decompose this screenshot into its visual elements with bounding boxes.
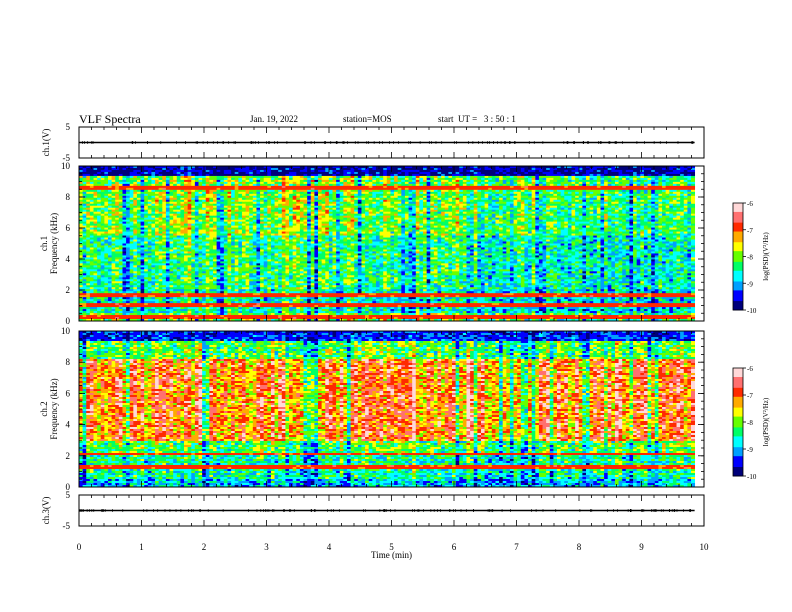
time-tick-label: 1: [139, 542, 144, 552]
ch2-spectrogram-ylabel: ch.2Frequency (kHz): [39, 378, 59, 439]
ch2-spectrogram-cells: [79, 331, 695, 487]
ch2-spectrogram-colorbar-tick-label: -9: [747, 446, 753, 454]
ch2-spectrogram-colorbar-tick-label: -7: [747, 392, 753, 400]
ch1-spectrogram-colorbar-label: log(PSD)(V²/Hz): [762, 232, 770, 281]
ch1-spectrogram-colorbar-tick-label: -8: [747, 254, 753, 262]
ch1-spectrogram-colorbar: -6 -7 -8 -9 -10 log(PSD)(V²/Hz): [733, 200, 770, 315]
ch3-waveform-ytick-label: -5: [63, 521, 71, 531]
ch1-waveform-panel: 5-5ch.1(V): [41, 122, 704, 163]
ch3-waveform-ylabel: ch.3(V): [41, 497, 51, 525]
ch3-waveform-ytick-label: 5: [66, 490, 71, 500]
ch1-waveform-ytick-label: 5: [66, 122, 71, 132]
time-tick-label: 9: [639, 542, 644, 552]
ch3-waveform-panel: 5 -5 ch.3(V): [41, 490, 704, 531]
time-tick-label: 4: [327, 542, 332, 552]
ch2-spectrogram-colorbar-tick-label: -10: [747, 473, 757, 481]
ch2-spectrogram-ytick-label: 10: [61, 326, 71, 336]
time-tick-label: 7: [514, 542, 519, 552]
ch1-spectrogram-ytick-label: 4: [66, 254, 71, 264]
time-tick-label: 0: [77, 542, 82, 552]
ch2-spectrogram-ytick-label: 8: [66, 357, 71, 367]
ch1-spectrogram-ytick-label: 6: [66, 223, 71, 233]
ch2-spectrogram-colorbar: -6 -7 -8 -9 -10 log(PSD)(V²/Hz): [733, 365, 770, 481]
ch1-spectrogram-ytick-label: 10: [61, 161, 71, 171]
time-tick-label: 2: [202, 542, 207, 552]
ch1-spectrogram-colorbar-tick-label: -9: [747, 280, 753, 288]
ch1-waveform-ylabel: ch.1(V): [41, 129, 51, 157]
ch2-spectrogram-colorbar-tick-label: -6: [747, 365, 753, 373]
ch2-spectrogram-ytick-label: 2: [66, 451, 71, 461]
ch1-spectrogram-cells: [79, 166, 695, 321]
ch2-spectrogram-ytick-label: 6: [66, 388, 71, 398]
ch1-spectrogram-colorbar-tick-label: -7: [747, 227, 753, 235]
ch1-spectrogram-ytick-label: 0: [66, 316, 71, 326]
ch2-spectrogram-colorbar-label: log(PSD)(V²/Hz): [762, 397, 770, 446]
time-tick-label: 8: [577, 542, 582, 552]
ch1-spectrogram-colorbar-tick-label: -10: [747, 307, 757, 315]
ch1-spectrogram-panel: 0 2 4 6 8 10 ch.1Frequency (kHz) -6 -7 -8 -9 -10 log…: [39, 161, 770, 326]
ch2-spectrogram-ytick-label: 4: [66, 420, 71, 430]
time-axis-label: Time (min): [371, 550, 412, 560]
ch1-spectrogram-colorbar-tick-label: -6: [747, 200, 753, 208]
ch2-spectrogram-colorbar-tick-label: -8: [747, 419, 753, 427]
time-tick-label: 10: [700, 542, 710, 552]
ch1-spectrogram-ytick-label: 2: [66, 285, 71, 295]
time-tick-label: 3: [264, 542, 269, 552]
ch1-spectrogram-ylabel: ch.1Frequency (kHz): [39, 213, 59, 274]
ch1-spectrogram-ytick-label: 8: [66, 192, 71, 202]
time-tick-label: 6: [452, 542, 457, 552]
